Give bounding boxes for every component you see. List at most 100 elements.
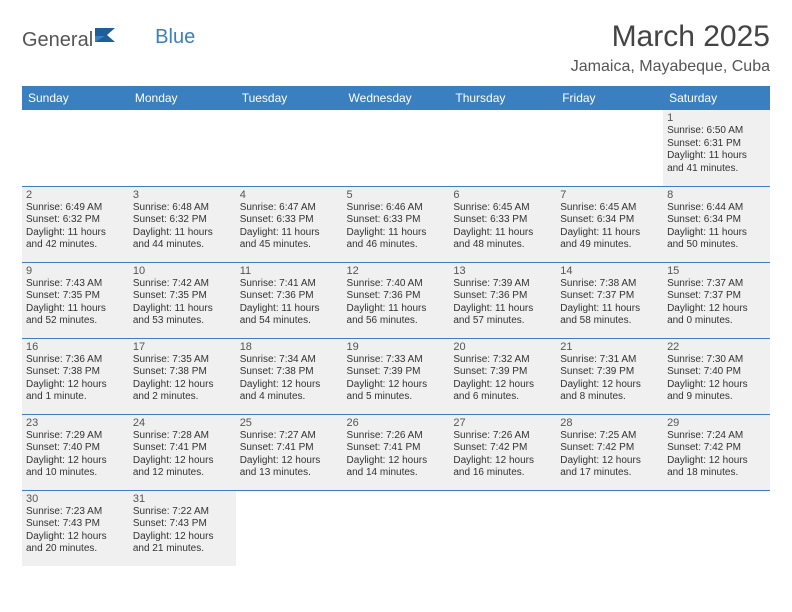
day-cell: 23Sunrise: 7:29 AMSunset: 7:40 PMDayligh… bbox=[22, 415, 129, 490]
day-number: 19 bbox=[347, 341, 446, 353]
calendar-cell: 13Sunrise: 7:39 AMSunset: 7:36 PMDayligh… bbox=[449, 262, 556, 338]
day-number: 29 bbox=[667, 417, 766, 429]
calendar-cell: 22Sunrise: 7:30 AMSunset: 7:40 PMDayligh… bbox=[663, 338, 770, 414]
day-number: 8 bbox=[667, 189, 766, 201]
day-number: 26 bbox=[347, 417, 446, 429]
calendar-cell: 26Sunrise: 7:26 AMSunset: 7:41 PMDayligh… bbox=[343, 414, 450, 490]
flag-icon bbox=[95, 26, 117, 47]
day-number: 2 bbox=[26, 189, 125, 201]
day-number: 27 bbox=[453, 417, 552, 429]
brand-text-blue: Blue bbox=[155, 26, 195, 49]
day-info: Sunrise: 6:44 AMSunset: 6:34 PMDaylight:… bbox=[667, 202, 766, 252]
day-info: Sunrise: 6:49 AMSunset: 6:32 PMDaylight:… bbox=[26, 202, 125, 252]
calendar-cell: 11Sunrise: 7:41 AMSunset: 7:36 PMDayligh… bbox=[236, 262, 343, 338]
weekday-header: Saturday bbox=[663, 86, 770, 110]
calendar-cell: 3Sunrise: 6:48 AMSunset: 6:32 PMDaylight… bbox=[129, 186, 236, 262]
calendar-row: 30Sunrise: 7:23 AMSunset: 7:43 PMDayligh… bbox=[22, 490, 770, 566]
month-title: March 2025 bbox=[571, 20, 770, 54]
day-number: 13 bbox=[453, 265, 552, 277]
calendar-cell: 10Sunrise: 7:42 AMSunset: 7:35 PMDayligh… bbox=[129, 262, 236, 338]
calendar-cell bbox=[449, 490, 556, 566]
calendar-body: 1Sunrise: 6:50 AMSunset: 6:31 PMDaylight… bbox=[22, 110, 770, 566]
day-cell: 16Sunrise: 7:36 AMSunset: 7:38 PMDayligh… bbox=[22, 339, 129, 414]
weekday-header: Friday bbox=[556, 86, 663, 110]
calendar-cell: 19Sunrise: 7:33 AMSunset: 7:39 PMDayligh… bbox=[343, 338, 450, 414]
day-info: Sunrise: 7:30 AMSunset: 7:40 PMDaylight:… bbox=[667, 354, 766, 404]
day-info: Sunrise: 7:34 AMSunset: 7:38 PMDaylight:… bbox=[240, 354, 339, 404]
day-number: 24 bbox=[133, 417, 232, 429]
day-number: 3 bbox=[133, 189, 232, 201]
calendar-cell bbox=[343, 110, 450, 186]
calendar-row: 1Sunrise: 6:50 AMSunset: 6:31 PMDaylight… bbox=[22, 110, 770, 186]
calendar-cell: 18Sunrise: 7:34 AMSunset: 7:38 PMDayligh… bbox=[236, 338, 343, 414]
day-number: 23 bbox=[26, 417, 125, 429]
day-cell: 19Sunrise: 7:33 AMSunset: 7:39 PMDayligh… bbox=[343, 339, 450, 414]
day-cell: 13Sunrise: 7:39 AMSunset: 7:36 PMDayligh… bbox=[449, 263, 556, 338]
calendar-cell: 1Sunrise: 6:50 AMSunset: 6:31 PMDaylight… bbox=[663, 110, 770, 186]
day-info: Sunrise: 6:50 AMSunset: 6:31 PMDaylight:… bbox=[667, 125, 766, 175]
day-info: Sunrise: 7:22 AMSunset: 7:43 PMDaylight:… bbox=[133, 506, 232, 556]
day-number: 5 bbox=[347, 189, 446, 201]
day-cell: 4Sunrise: 6:47 AMSunset: 6:33 PMDaylight… bbox=[236, 187, 343, 262]
day-info: Sunrise: 7:36 AMSunset: 7:38 PMDaylight:… bbox=[26, 354, 125, 404]
calendar-cell: 24Sunrise: 7:28 AMSunset: 7:41 PMDayligh… bbox=[129, 414, 236, 490]
day-cell: 7Sunrise: 6:45 AMSunset: 6:34 PMDaylight… bbox=[556, 187, 663, 262]
weekday-header: Sunday bbox=[22, 86, 129, 110]
calendar-cell: 17Sunrise: 7:35 AMSunset: 7:38 PMDayligh… bbox=[129, 338, 236, 414]
day-info: Sunrise: 7:41 AMSunset: 7:36 PMDaylight:… bbox=[240, 278, 339, 328]
calendar-cell: 28Sunrise: 7:25 AMSunset: 7:42 PMDayligh… bbox=[556, 414, 663, 490]
calendar-cell: 5Sunrise: 6:46 AMSunset: 6:33 PMDaylight… bbox=[343, 186, 450, 262]
calendar-cell: 23Sunrise: 7:29 AMSunset: 7:40 PMDayligh… bbox=[22, 414, 129, 490]
calendar-cell bbox=[449, 110, 556, 186]
day-number: 15 bbox=[667, 265, 766, 277]
day-info: Sunrise: 7:24 AMSunset: 7:42 PMDaylight:… bbox=[667, 430, 766, 480]
brand-text-general: General bbox=[22, 29, 93, 52]
day-info: Sunrise: 6:48 AMSunset: 6:32 PMDaylight:… bbox=[133, 202, 232, 252]
day-cell: 21Sunrise: 7:31 AMSunset: 7:39 PMDayligh… bbox=[556, 339, 663, 414]
day-number: 17 bbox=[133, 341, 232, 353]
calendar-cell: 21Sunrise: 7:31 AMSunset: 7:39 PMDayligh… bbox=[556, 338, 663, 414]
weekday-header: Tuesday bbox=[236, 86, 343, 110]
day-number: 25 bbox=[240, 417, 339, 429]
title-block: March 2025 Jamaica, Mayabeque, Cuba bbox=[571, 20, 770, 76]
day-number: 21 bbox=[560, 341, 659, 353]
day-number: 14 bbox=[560, 265, 659, 277]
calendar-cell: 31Sunrise: 7:22 AMSunset: 7:43 PMDayligh… bbox=[129, 490, 236, 566]
day-number: 31 bbox=[133, 493, 232, 505]
day-info: Sunrise: 7:42 AMSunset: 7:35 PMDaylight:… bbox=[133, 278, 232, 328]
day-cell: 8Sunrise: 6:44 AMSunset: 6:34 PMDaylight… bbox=[663, 187, 770, 262]
calendar-cell bbox=[556, 490, 663, 566]
day-info: Sunrise: 6:45 AMSunset: 6:34 PMDaylight:… bbox=[560, 202, 659, 252]
weekday-header-row: SundayMondayTuesdayWednesdayThursdayFrid… bbox=[22, 86, 770, 110]
calendar-row: 9Sunrise: 7:43 AMSunset: 7:35 PMDaylight… bbox=[22, 262, 770, 338]
calendar-row: 2Sunrise: 6:49 AMSunset: 6:32 PMDaylight… bbox=[22, 186, 770, 262]
day-cell: 17Sunrise: 7:35 AMSunset: 7:38 PMDayligh… bbox=[129, 339, 236, 414]
calendar-cell: 8Sunrise: 6:44 AMSunset: 6:34 PMDaylight… bbox=[663, 186, 770, 262]
day-number: 6 bbox=[453, 189, 552, 201]
calendar-table: SundayMondayTuesdayWednesdayThursdayFrid… bbox=[22, 86, 770, 566]
calendar-cell bbox=[343, 490, 450, 566]
day-number: 20 bbox=[453, 341, 552, 353]
weekday-header: Monday bbox=[129, 86, 236, 110]
day-cell: 15Sunrise: 7:37 AMSunset: 7:37 PMDayligh… bbox=[663, 263, 770, 338]
calendar-cell: 12Sunrise: 7:40 AMSunset: 7:36 PMDayligh… bbox=[343, 262, 450, 338]
day-cell: 2Sunrise: 6:49 AMSunset: 6:32 PMDaylight… bbox=[22, 187, 129, 262]
calendar-cell bbox=[236, 110, 343, 186]
day-cell: 6Sunrise: 6:45 AMSunset: 6:33 PMDaylight… bbox=[449, 187, 556, 262]
day-cell: 20Sunrise: 7:32 AMSunset: 7:39 PMDayligh… bbox=[449, 339, 556, 414]
day-info: Sunrise: 6:45 AMSunset: 6:33 PMDaylight:… bbox=[453, 202, 552, 252]
day-number: 12 bbox=[347, 265, 446, 277]
calendar-cell bbox=[556, 110, 663, 186]
day-number: 16 bbox=[26, 341, 125, 353]
day-cell: 28Sunrise: 7:25 AMSunset: 7:42 PMDayligh… bbox=[556, 415, 663, 490]
day-number: 22 bbox=[667, 341, 766, 353]
day-info: Sunrise: 7:26 AMSunset: 7:42 PMDaylight:… bbox=[453, 430, 552, 480]
day-number: 28 bbox=[560, 417, 659, 429]
day-info: Sunrise: 7:38 AMSunset: 7:37 PMDaylight:… bbox=[560, 278, 659, 328]
calendar-cell: 7Sunrise: 6:45 AMSunset: 6:34 PMDaylight… bbox=[556, 186, 663, 262]
day-cell: 11Sunrise: 7:41 AMSunset: 7:36 PMDayligh… bbox=[236, 263, 343, 338]
day-number: 9 bbox=[26, 265, 125, 277]
day-info: Sunrise: 7:40 AMSunset: 7:36 PMDaylight:… bbox=[347, 278, 446, 328]
day-cell: 14Sunrise: 7:38 AMSunset: 7:37 PMDayligh… bbox=[556, 263, 663, 338]
day-cell: 10Sunrise: 7:42 AMSunset: 7:35 PMDayligh… bbox=[129, 263, 236, 338]
